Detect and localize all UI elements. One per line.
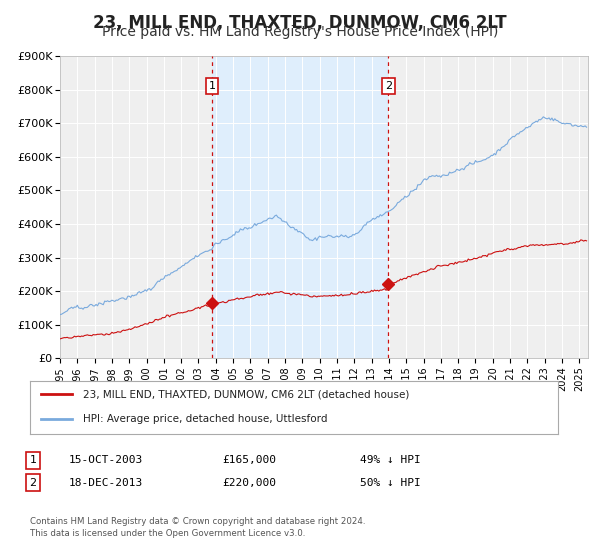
Text: £165,000: £165,000 (222, 455, 276, 465)
Text: £220,000: £220,000 (222, 478, 276, 488)
Bar (212, 56, 388, 358)
Text: 18-DEC-2013: 18-DEC-2013 (69, 478, 143, 488)
Text: 2: 2 (385, 81, 392, 91)
Text: 50% ↓ HPI: 50% ↓ HPI (360, 478, 421, 488)
Text: 1: 1 (209, 81, 215, 91)
Text: Contains HM Land Registry data © Crown copyright and database right 2024.: Contains HM Land Registry data © Crown c… (30, 517, 365, 526)
Text: 15-OCT-2003: 15-OCT-2003 (69, 455, 143, 465)
Text: Price paid vs. HM Land Registry's House Price Index (HPI): Price paid vs. HM Land Registry's House … (102, 25, 498, 39)
Text: 23, MILL END, THAXTED, DUNMOW, CM6 2LT: 23, MILL END, THAXTED, DUNMOW, CM6 2LT (93, 14, 507, 32)
Text: 23, MILL END, THAXTED, DUNMOW, CM6 2LT (detached house): 23, MILL END, THAXTED, DUNMOW, CM6 2LT (… (83, 389, 409, 399)
Text: 2: 2 (29, 478, 37, 488)
Text: This data is licensed under the Open Government Licence v3.0.: This data is licensed under the Open Gov… (30, 529, 305, 538)
Text: HPI: Average price, detached house, Uttlesford: HPI: Average price, detached house, Uttl… (83, 414, 328, 424)
Text: 49% ↓ HPI: 49% ↓ HPI (360, 455, 421, 465)
Text: 1: 1 (29, 455, 37, 465)
